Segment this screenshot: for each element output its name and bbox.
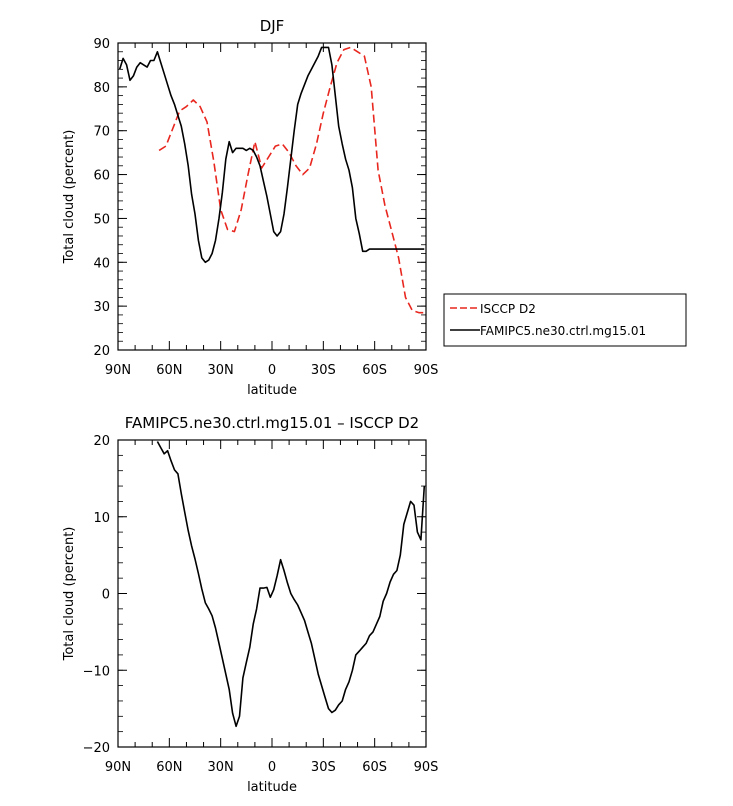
djf-ytick-label: 50 xyxy=(93,212,110,227)
top-plot-frame xyxy=(117,42,427,351)
legend: ISCCP D2 FAMIPC5.ne30.ctrl.mg15.01 xyxy=(443,293,687,347)
diff-ytick-label: 20 xyxy=(93,434,110,449)
djf-panel: DJF latitude Total cloud (percent) 90N 60… xyxy=(62,17,438,398)
djf-xtick-label: 0 xyxy=(268,363,276,378)
djf-xtick-label: 60S xyxy=(362,363,387,378)
bottom-series-lines xyxy=(156,441,426,728)
djf-ytick-label: 30 xyxy=(93,300,110,315)
diff-ytick-label: −20 xyxy=(83,741,110,756)
djf-xtick-label: 90S xyxy=(414,363,439,378)
djf-ytick-label: 90 xyxy=(93,37,110,52)
top-axis-ticks: 90N 60N 30N 0 30S 60S 90S 20 30 40 50 60 70 80 90 xyxy=(93,37,438,378)
diff-xtick-label: 90N xyxy=(105,760,131,775)
djf-xtick-label: 30S xyxy=(311,363,336,378)
bottom-x-axis-label: latitude xyxy=(247,780,297,795)
top-series-lines xyxy=(118,46,425,314)
diff-ytick-label: 0 xyxy=(102,588,110,603)
top-x-axis-label: latitude xyxy=(247,383,297,398)
diff-ytick-label: −10 xyxy=(83,664,110,679)
bottom-plot-frame xyxy=(117,439,427,748)
bottom-axis-ticks: 90N 60N 30N 0 30S 60S 90S −20 −10 0 10 20 xyxy=(83,434,439,775)
diff-xtick-label: 0 xyxy=(268,760,276,775)
djf-ytick-label: 70 xyxy=(93,125,110,140)
top-chart-title: DJF xyxy=(260,17,285,35)
djf-xtick-label: 90N xyxy=(105,363,131,378)
djf-ytick-label: 40 xyxy=(93,256,110,271)
djf-ytick-label: 20 xyxy=(93,344,110,359)
djf-ytick-label: 60 xyxy=(93,169,110,184)
difference-panel: FAMIPC5.ne30.ctrl.mg15.01 – ISCCP D2 lat… xyxy=(62,414,438,795)
diff-xtick-label: 30S xyxy=(311,760,336,775)
diff-xtick-label: 90S xyxy=(414,760,439,775)
djf-series-line-1 xyxy=(118,46,425,264)
djf-xtick-label: 30N xyxy=(208,363,234,378)
bottom-chart-title: FAMIPC5.ne30.ctrl.mg15.01 – ISCCP D2 xyxy=(125,414,419,432)
bottom-y-axis-label: Total cloud (percent) xyxy=(62,527,77,662)
djf-xtick-label: 60N xyxy=(156,363,182,378)
diff-ytick-label: 10 xyxy=(93,511,110,526)
legend-box xyxy=(443,293,687,347)
diff-xtick-label: 60N xyxy=(156,760,182,775)
top-y-axis-label: Total cloud (percent) xyxy=(62,130,77,265)
diff-series-line-0 xyxy=(156,441,426,728)
djf-series-line-0 xyxy=(158,46,425,314)
djf-ytick-label: 80 xyxy=(93,81,110,96)
legend-label-isccp: ISCCP D2 xyxy=(480,302,536,316)
diff-xtick-label: 60S xyxy=(362,760,387,775)
legend-label-famipc5: FAMIPC5.ne30.ctrl.mg15.01 xyxy=(480,324,646,338)
diff-xtick-label: 30N xyxy=(208,760,234,775)
